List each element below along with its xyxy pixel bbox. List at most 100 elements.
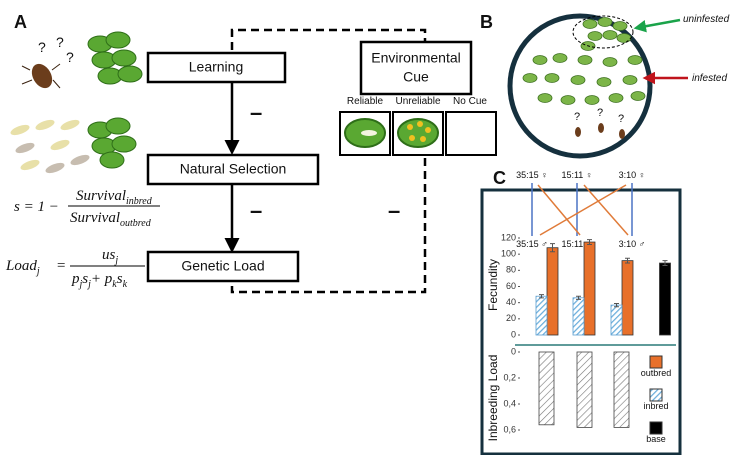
- load-bar: [538, 351, 555, 426]
- formula-term: Survival: [76, 188, 126, 204]
- y-tick-label: 20: [506, 313, 516, 323]
- formula-sub: j: [78, 279, 83, 290]
- cue-option: Reliable: [347, 96, 384, 107]
- bean: [532, 55, 548, 65]
- panel-label: B: [480, 12, 493, 32]
- formula-sub: outbred: [120, 218, 152, 229]
- panel-label: C: [493, 168, 506, 188]
- legend-swatch: [649, 388, 663, 402]
- error-bar: [625, 257, 630, 264]
- panel-frame: [480, 188, 682, 455]
- y-tick-label: 80: [506, 265, 516, 275]
- y-tick-label: 40: [506, 297, 516, 307]
- box-label: Genetic Load: [181, 258, 264, 274]
- box-label: Learning: [189, 59, 244, 75]
- bar: [583, 241, 596, 336]
- bar: [572, 297, 585, 336]
- formula-sub: j: [35, 266, 40, 277]
- legend-label: base: [646, 434, 666, 444]
- formula-sub: j: [113, 255, 118, 266]
- cross-label: 3:10 ♀: [619, 170, 646, 180]
- error-bar: [614, 302, 619, 308]
- arrow: [633, 18, 681, 33]
- cross-label: 15:11 ♂: [561, 239, 592, 249]
- formula-term: Survival: [70, 210, 120, 226]
- illustration: [10, 31, 143, 174]
- flow-lines: [224, 28, 427, 294]
- load-bar: [613, 351, 630, 428]
- error-bar: [539, 294, 544, 299]
- y-tick-label: 0: [511, 346, 516, 356]
- bar: [621, 260, 634, 336]
- formula-sub: inbred: [126, 196, 153, 207]
- formula-num: usj: [102, 247, 118, 266]
- y-axis-label: Fecundity: [486, 259, 500, 311]
- question-mark: ?: [56, 34, 64, 50]
- bean: [597, 17, 613, 27]
- bean: [616, 33, 632, 43]
- question-mark: ?: [597, 107, 603, 119]
- question-mark: ?: [38, 39, 46, 55]
- formula-num: Survivalinbred: [76, 188, 153, 207]
- bean: [596, 77, 612, 87]
- legend-swatch: [649, 355, 663, 369]
- bean: [602, 30, 618, 40]
- formula-term: s: [82, 271, 88, 287]
- panel-label: A: [14, 12, 27, 32]
- formula-text: s = 1 −: [14, 199, 59, 215]
- cross-label: 35:15 ♂: [516, 239, 548, 249]
- formula-lhs: Loadj: [5, 258, 40, 277]
- y-tick-label: 0,4: [503, 398, 516, 408]
- bean: [522, 73, 538, 83]
- bar: [659, 262, 671, 336]
- bean: [577, 55, 593, 65]
- error-bar: [576, 295, 581, 300]
- formula-sub: k: [123, 279, 128, 290]
- formula-den: Survivaloutbred: [70, 210, 152, 229]
- bean: [602, 57, 618, 67]
- box-label: Natural Selection: [180, 161, 287, 177]
- bean: [630, 91, 646, 101]
- cue-box: [359, 40, 473, 96]
- question-mark: ?: [574, 111, 580, 123]
- error-bar: [587, 239, 592, 245]
- bean: [537, 93, 553, 103]
- box: [146, 250, 300, 283]
- bean: [552, 53, 568, 63]
- selection-ring: [572, 15, 634, 49]
- y-tick-label: 60: [506, 281, 516, 291]
- formula-load: Loadj = usj pjsj+ pksk: [5, 247, 145, 290]
- bar: [535, 295, 548, 336]
- bean: [584, 95, 600, 105]
- cue-title: Cue: [403, 69, 429, 85]
- legend-label: outbred: [641, 368, 672, 378]
- cross-lines: [531, 183, 633, 236]
- cue-images: [339, 111, 497, 156]
- box: [146, 153, 320, 186]
- error-bar: [550, 243, 555, 253]
- bar: [610, 304, 623, 336]
- question-mark: ?: [618, 113, 624, 125]
- bean: [570, 75, 586, 85]
- formula-term: us: [102, 247, 116, 263]
- bean: [612, 21, 628, 31]
- y-tick-label: 0: [511, 329, 516, 339]
- formula-equals: =: [56, 258, 66, 274]
- annotation: uninfested: [683, 14, 730, 25]
- formula-term: s: [117, 271, 123, 287]
- formula-s: s = 1 − Survivalinbred Survivaloutbred: [14, 188, 160, 229]
- formula-sub: j: [86, 279, 91, 290]
- bean: [627, 55, 643, 65]
- minus-sign: –: [388, 198, 400, 223]
- cross-label: 3:10 ♂: [619, 239, 646, 249]
- formula-den: pjsj+ pksk: [71, 271, 128, 290]
- y-tick-label: 100: [501, 249, 516, 259]
- y-tick-label: 0,6: [503, 424, 516, 434]
- load-bar: [576, 351, 593, 428]
- cue-option: Unreliable: [395, 96, 440, 107]
- annotation: infested: [692, 73, 727, 84]
- question-mark: ?: [66, 49, 74, 65]
- y-axis-label: Inbreeding Load: [486, 355, 500, 442]
- legend-swatch: [649, 421, 663, 435]
